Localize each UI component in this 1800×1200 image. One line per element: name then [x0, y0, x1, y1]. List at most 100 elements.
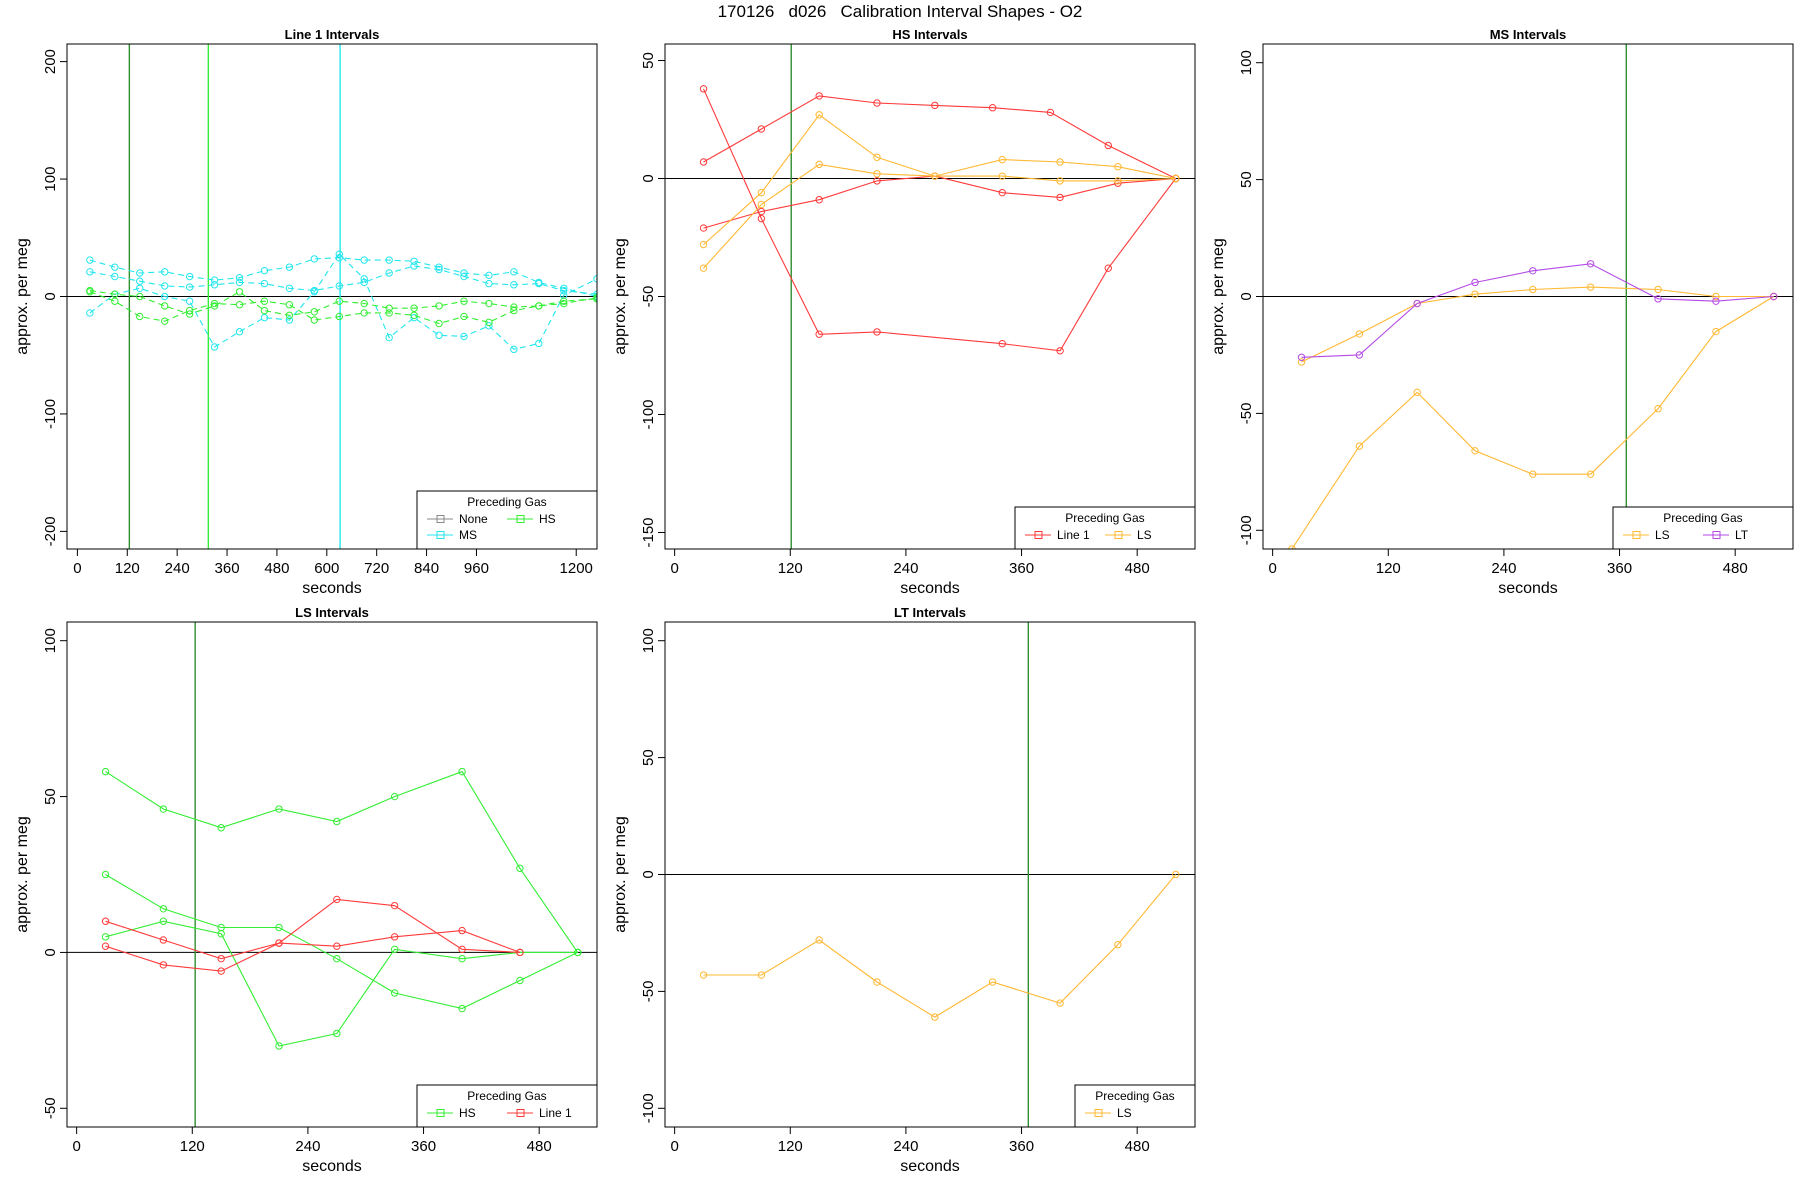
x-tick-label: 360 — [1009, 1138, 1034, 1155]
data-point — [217, 824, 225, 832]
y-tick-label: 100 — [640, 628, 657, 653]
plot-area — [1263, 44, 1793, 549]
data-point — [757, 188, 766, 197]
data-point — [516, 864, 524, 872]
y-tick-label: 0 — [42, 948, 59, 956]
data-point — [757, 214, 766, 223]
x-tick-label: 480 — [264, 560, 289, 577]
data-point — [1770, 292, 1778, 301]
y-tick-label: -100 — [640, 399, 657, 429]
data-point — [535, 339, 543, 348]
data-point — [458, 954, 466, 963]
data-point — [931, 172, 939, 180]
x-axis-label: seconds — [1498, 580, 1558, 597]
data-point — [185, 283, 194, 291]
y-tick-label: 50 — [640, 749, 657, 766]
data-point — [260, 279, 269, 288]
data-point — [1529, 285, 1537, 294]
data-point — [1712, 292, 1720, 301]
y-tick-label: -200 — [42, 516, 59, 546]
x-tick-label: 480 — [527, 1138, 552, 1155]
x-tick-label: 240 — [295, 1138, 320, 1155]
series-line — [89, 291, 597, 325]
x-tick-label: 0 — [1268, 560, 1276, 577]
y-axis-label: approx. per meg — [612, 816, 629, 933]
data-point — [1114, 177, 1122, 185]
legend-label: Line 1 — [1057, 528, 1090, 542]
data-point — [873, 328, 881, 336]
data-point — [815, 936, 823, 944]
data-point — [1529, 470, 1537, 478]
data-point — [1413, 388, 1421, 397]
legend-title: Preceding Gas — [1095, 1089, 1174, 1103]
legend: Preceding Gas None HS MS — [416, 490, 598, 550]
data-point — [699, 158, 708, 166]
x-tick-label: 240 — [893, 560, 918, 577]
series-line — [105, 930, 521, 972]
data-point — [159, 905, 168, 913]
x-tick-label: 600 — [314, 560, 339, 577]
plot-area — [665, 622, 1195, 1127]
data-point — [1471, 447, 1479, 455]
legend-marker — [1712, 531, 1721, 539]
data-point — [333, 1029, 341, 1038]
panel-title: HS Intervals — [892, 27, 967, 42]
series-line — [703, 114, 1176, 246]
data-point — [873, 153, 881, 161]
data-point — [435, 319, 443, 328]
legend: Preceding Gas LS LT — [1612, 506, 1794, 550]
data-point — [410, 313, 418, 322]
data-point — [235, 288, 244, 296]
chart-panel-3: MS Intervals 0 120 240 360 480 -100 -50 0 50 100 se… — [1210, 27, 1794, 597]
data-point — [111, 263, 119, 271]
x-tick-label: 120 — [115, 560, 140, 577]
x-tick-label: 0 — [670, 560, 678, 577]
legend-label: HS — [539, 512, 556, 526]
data-point — [998, 172, 1006, 180]
series-line — [89, 257, 597, 298]
data-point — [516, 948, 524, 957]
data-point — [458, 945, 466, 954]
y-axis-label: approx. per meg — [14, 816, 31, 933]
data-point — [485, 318, 493, 327]
data-point — [390, 901, 399, 910]
plot-frame — [664, 43, 1196, 550]
data-point — [1056, 177, 1064, 185]
legend-marker — [1034, 531, 1043, 539]
legend-marker — [1114, 531, 1123, 539]
data-point — [931, 1013, 939, 1021]
data-point — [815, 160, 823, 169]
x-tick-label: 0 — [73, 560, 81, 577]
data-point — [260, 266, 269, 275]
y-axis-label: approx. per meg — [612, 238, 629, 355]
data-point — [86, 268, 94, 276]
legend-label: HS — [459, 1106, 476, 1120]
data-point — [560, 284, 568, 292]
data-point — [217, 930, 225, 938]
y-tick-label: -50 — [640, 286, 657, 308]
data-point — [1056, 193, 1064, 202]
data-point — [485, 322, 493, 330]
data-point — [757, 125, 766, 133]
data-point — [285, 263, 294, 271]
data-point — [815, 196, 823, 204]
data-point — [111, 272, 119, 281]
x-tick-label: 360 — [411, 1138, 436, 1155]
data-point — [210, 302, 219, 310]
data-point — [873, 170, 881, 178]
data-point — [1046, 108, 1055, 117]
data-point — [285, 311, 294, 319]
data-point — [1586, 470, 1595, 478]
data-point — [333, 895, 341, 904]
data-point — [333, 942, 341, 950]
y-tick-label: 50 — [1238, 171, 1255, 188]
data-point — [1355, 330, 1364, 338]
data-point — [360, 299, 368, 308]
data-point — [410, 262, 418, 270]
data-point — [460, 312, 468, 321]
data-point — [998, 155, 1006, 164]
series-line — [1291, 296, 1774, 549]
legend-title: Preceding Gas — [1663, 511, 1742, 525]
data-point — [210, 281, 219, 289]
y-tick-label: 100 — [42, 628, 59, 653]
